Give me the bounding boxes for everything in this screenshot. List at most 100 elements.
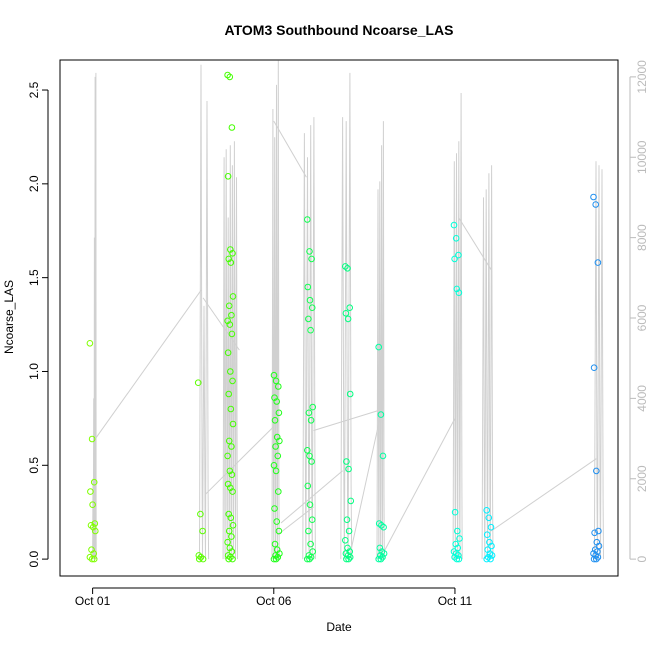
data-point [307, 553, 315, 561]
data-point [592, 201, 600, 208]
data-point [346, 390, 354, 398]
scatter-points [86, 71, 603, 563]
data-point [304, 482, 312, 490]
x-axis: Oct 01 Oct 06 Oct 11 [75, 587, 472, 608]
y2-tick-label: 2000 [635, 465, 649, 492]
data-point [225, 555, 232, 563]
data-point [377, 411, 385, 418]
data-point [227, 514, 235, 522]
data-point [86, 340, 94, 347]
data-point [227, 405, 235, 413]
data-point [307, 540, 314, 548]
data-point [342, 537, 349, 544]
data-point [451, 255, 458, 263]
data-point [345, 527, 353, 535]
data-point [593, 555, 600, 563]
data-point [487, 555, 494, 563]
data-point [89, 501, 96, 509]
data-point [199, 555, 207, 563]
data-point [344, 315, 352, 323]
data-point [271, 540, 279, 548]
data-point [196, 555, 203, 563]
data-point [488, 542, 495, 550]
data-point [275, 527, 283, 535]
data-point [87, 488, 94, 495]
data-point [224, 452, 231, 460]
secondary-burst-7 [452, 92, 463, 560]
data-point [590, 555, 598, 563]
data-point [273, 518, 281, 525]
data-point [194, 379, 202, 387]
secondary-connector-2 [204, 426, 275, 496]
data-point [591, 529, 598, 537]
secondary-connector-10 [490, 458, 597, 532]
data-point [227, 368, 234, 375]
data-point [224, 538, 231, 546]
data-point [229, 377, 236, 385]
y2-tick-label: 0 [635, 555, 649, 562]
x-axis-label: Date [326, 620, 352, 634]
y2-axis: 0 2000 4000 6000 8000 10000 12000 [629, 60, 649, 562]
secondary-connector-9 [383, 418, 456, 552]
data-point [308, 516, 316, 524]
data-point [306, 452, 313, 460]
data-point [91, 520, 99, 527]
data-point [346, 553, 354, 561]
secondary-burst-0 [92, 72, 97, 560]
data-point [88, 555, 96, 563]
data-point [224, 173, 232, 180]
data-point [452, 235, 460, 242]
data-point [90, 555, 98, 563]
data-point [272, 555, 280, 563]
data-point [271, 417, 279, 424]
data-point [342, 310, 350, 317]
data-point [304, 216, 311, 223]
data-point [306, 555, 313, 563]
data-point [228, 330, 236, 338]
data-point [225, 510, 232, 518]
data-point [450, 221, 458, 229]
chart-title: ATOM3 Southbound Ncoarse_LAS [225, 22, 454, 38]
data-point [304, 447, 311, 454]
secondary-connector-8 [458, 217, 492, 271]
data-point [274, 452, 282, 460]
data-point [483, 555, 491, 563]
data-point [455, 555, 463, 563]
data-point [229, 555, 236, 563]
data-point [306, 248, 313, 255]
data-point [88, 435, 96, 443]
data-point [276, 550, 283, 557]
data-point [89, 523, 97, 531]
secondary-burst-9 [593, 161, 604, 560]
data-point [272, 443, 279, 450]
data-point [228, 124, 236, 131]
y-tick-label: 0.5 [27, 457, 41, 474]
data-point [229, 522, 237, 529]
data-point [375, 343, 383, 351]
secondary-connector-3 [273, 120, 307, 178]
data-point [229, 293, 237, 300]
data-point [305, 409, 313, 417]
data-point [483, 531, 491, 539]
data-point [229, 488, 236, 495]
data-point [229, 420, 237, 428]
y2-tick-label: 12000 [635, 60, 649, 94]
data-point [272, 377, 280, 385]
data-point [306, 296, 314, 304]
data-point [488, 552, 496, 559]
data-point [347, 497, 355, 505]
data-point [274, 553, 282, 561]
data-point [225, 302, 233, 310]
data-point [343, 555, 350, 563]
data-point [309, 403, 317, 411]
data-point [453, 555, 461, 563]
data-point [304, 555, 311, 563]
data-point [380, 550, 388, 557]
y-tick-label: 1.5 [27, 269, 41, 286]
secondary-connector-6 [313, 409, 380, 431]
data-point [225, 255, 232, 263]
y2-tick-label: 4000 [635, 385, 649, 412]
data-point [456, 535, 463, 542]
data-point [483, 507, 491, 514]
